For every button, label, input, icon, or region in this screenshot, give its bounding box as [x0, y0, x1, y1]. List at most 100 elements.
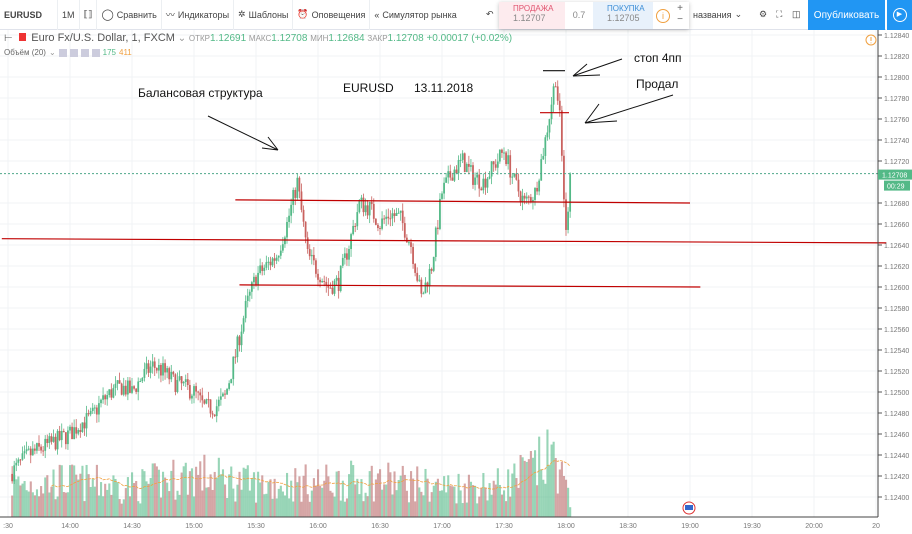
volume-bar — [33, 495, 36, 517]
volume-bar — [319, 485, 322, 517]
candle-body — [60, 430, 63, 441]
volume-bar — [50, 486, 53, 517]
series-title[interactable]: Euro Fx/U.S. Dollar, 1, FXCM — [31, 32, 175, 44]
hand-drawn-arrows — [207, 58, 674, 151]
candle-body — [552, 86, 555, 105]
candle-body — [122, 385, 125, 395]
volume-bar — [521, 457, 524, 517]
candle-body — [304, 221, 307, 238]
candle-body — [269, 261, 272, 266]
volume-bar — [558, 469, 561, 517]
candle-body — [149, 366, 152, 373]
candle-body — [292, 189, 295, 205]
candle-body — [513, 173, 516, 177]
eye-icon[interactable] — [58, 48, 67, 57]
chart-style-button[interactable]: ⟦⟧ — [80, 0, 98, 30]
settings-button[interactable]: ⚙ — [755, 0, 771, 30]
candle-body — [343, 253, 346, 258]
volume-bar — [490, 494, 493, 517]
buy-button[interactable]: ПОКУПКА 1.12705 — [593, 2, 653, 29]
volume-bar — [463, 483, 466, 517]
sell-label: ПРОДАЖА — [513, 4, 554, 13]
volume-bar — [331, 492, 334, 517]
volume-bar — [321, 487, 324, 517]
economic-event-icon[interactable] — [682, 501, 696, 515]
candle-body — [558, 100, 561, 111]
candle-body — [155, 367, 158, 371]
add-icon[interactable] — [80, 48, 89, 57]
quantity-stepper[interactable]: + − — [677, 3, 683, 25]
trade-widget: ПРОДАЖА 1.12707 0.7 ПОКУПКА 1.12705 i + − — [499, 2, 689, 29]
volume-bar — [85, 464, 88, 517]
candle-body — [383, 218, 386, 220]
candle-body — [124, 385, 127, 395]
candle-body — [85, 413, 88, 429]
volume-bar — [46, 475, 49, 517]
candle-body — [40, 446, 42, 451]
settings-icon[interactable] — [69, 48, 78, 57]
sell-button[interactable]: ПРОДАЖА 1.12707 — [499, 2, 565, 29]
candle-body — [17, 459, 20, 463]
alerts-button[interactable]: ⏰ Оповещения — [293, 0, 371, 30]
candle-body — [401, 210, 404, 224]
volume-bar — [391, 494, 394, 517]
interval-button[interactable]: 1М — [58, 0, 80, 30]
volume-bar — [554, 458, 557, 517]
play-button[interactable]: ▶ — [886, 0, 912, 30]
y-tick-label: 1.12600 — [884, 285, 909, 292]
volume-bar — [281, 491, 284, 517]
collapse-icon[interactable]: ⊢ — [4, 33, 13, 44]
candle-body — [451, 177, 454, 181]
candle-body — [410, 242, 412, 247]
fullscreen-button[interactable]: ⛶ — [772, 0, 786, 30]
volume-bar — [302, 475, 305, 517]
candle-body — [54, 436, 57, 450]
volume-bar — [73, 465, 76, 517]
compare-button[interactable]: ◯ Сравнить — [97, 0, 162, 30]
candle-body — [364, 205, 367, 213]
volume-title[interactable]: Объём (20) — [4, 48, 46, 57]
candle-body — [496, 161, 499, 168]
layout-name-button[interactable]: названия ⌄ — [690, 0, 745, 30]
candle-body — [379, 228, 381, 230]
fullscreen-icon: ⛶ — [776, 9, 783, 19]
volume-bar — [486, 500, 489, 517]
candle-body — [393, 213, 396, 216]
annotation-stop: стоп 4пп — [634, 51, 682, 65]
undo-button[interactable]: ↶ — [484, 0, 496, 30]
volume-bar — [108, 483, 111, 517]
publish-button[interactable]: Опубликовать — [808, 0, 885, 30]
volume-bar — [350, 460, 353, 517]
candle-body — [259, 265, 262, 273]
volume-bar — [465, 502, 468, 517]
camera-icon: ◫ — [792, 9, 801, 19]
close-icon[interactable] — [91, 48, 100, 57]
replay-button[interactable]: «Симулятор рынка — [370, 0, 460, 30]
snapshot-button[interactable]: ◫ — [788, 0, 805, 30]
info-button[interactable]: i — [653, 2, 673, 29]
alert-icon[interactable] — [865, 34, 877, 46]
templates-button[interactable]: ✲ Шаблоны — [234, 0, 294, 30]
candle-body — [106, 395, 109, 400]
candle-body — [77, 430, 80, 434]
candle-body — [23, 451, 26, 454]
symbol-search[interactable]: EURUSD — [0, 0, 58, 30]
volume-bar — [519, 454, 522, 517]
candle-body — [203, 400, 206, 404]
candle-body — [554, 86, 557, 88]
candle-body — [422, 293, 425, 295]
candle-body — [470, 165, 472, 167]
high-value: 1.12708 — [271, 33, 308, 44]
candle-body — [525, 196, 528, 199]
candle-body — [509, 155, 512, 178]
candle-body — [222, 393, 224, 397]
candle-body — [312, 254, 315, 261]
volume-bar — [296, 482, 299, 517]
candle-body — [50, 436, 53, 442]
volume-bar — [221, 469, 225, 517]
candle-body — [333, 280, 336, 294]
candle-body — [199, 392, 202, 396]
indicators-button[interactable]: 〰 Индикаторы — [162, 0, 235, 30]
candle-body — [527, 196, 530, 198]
